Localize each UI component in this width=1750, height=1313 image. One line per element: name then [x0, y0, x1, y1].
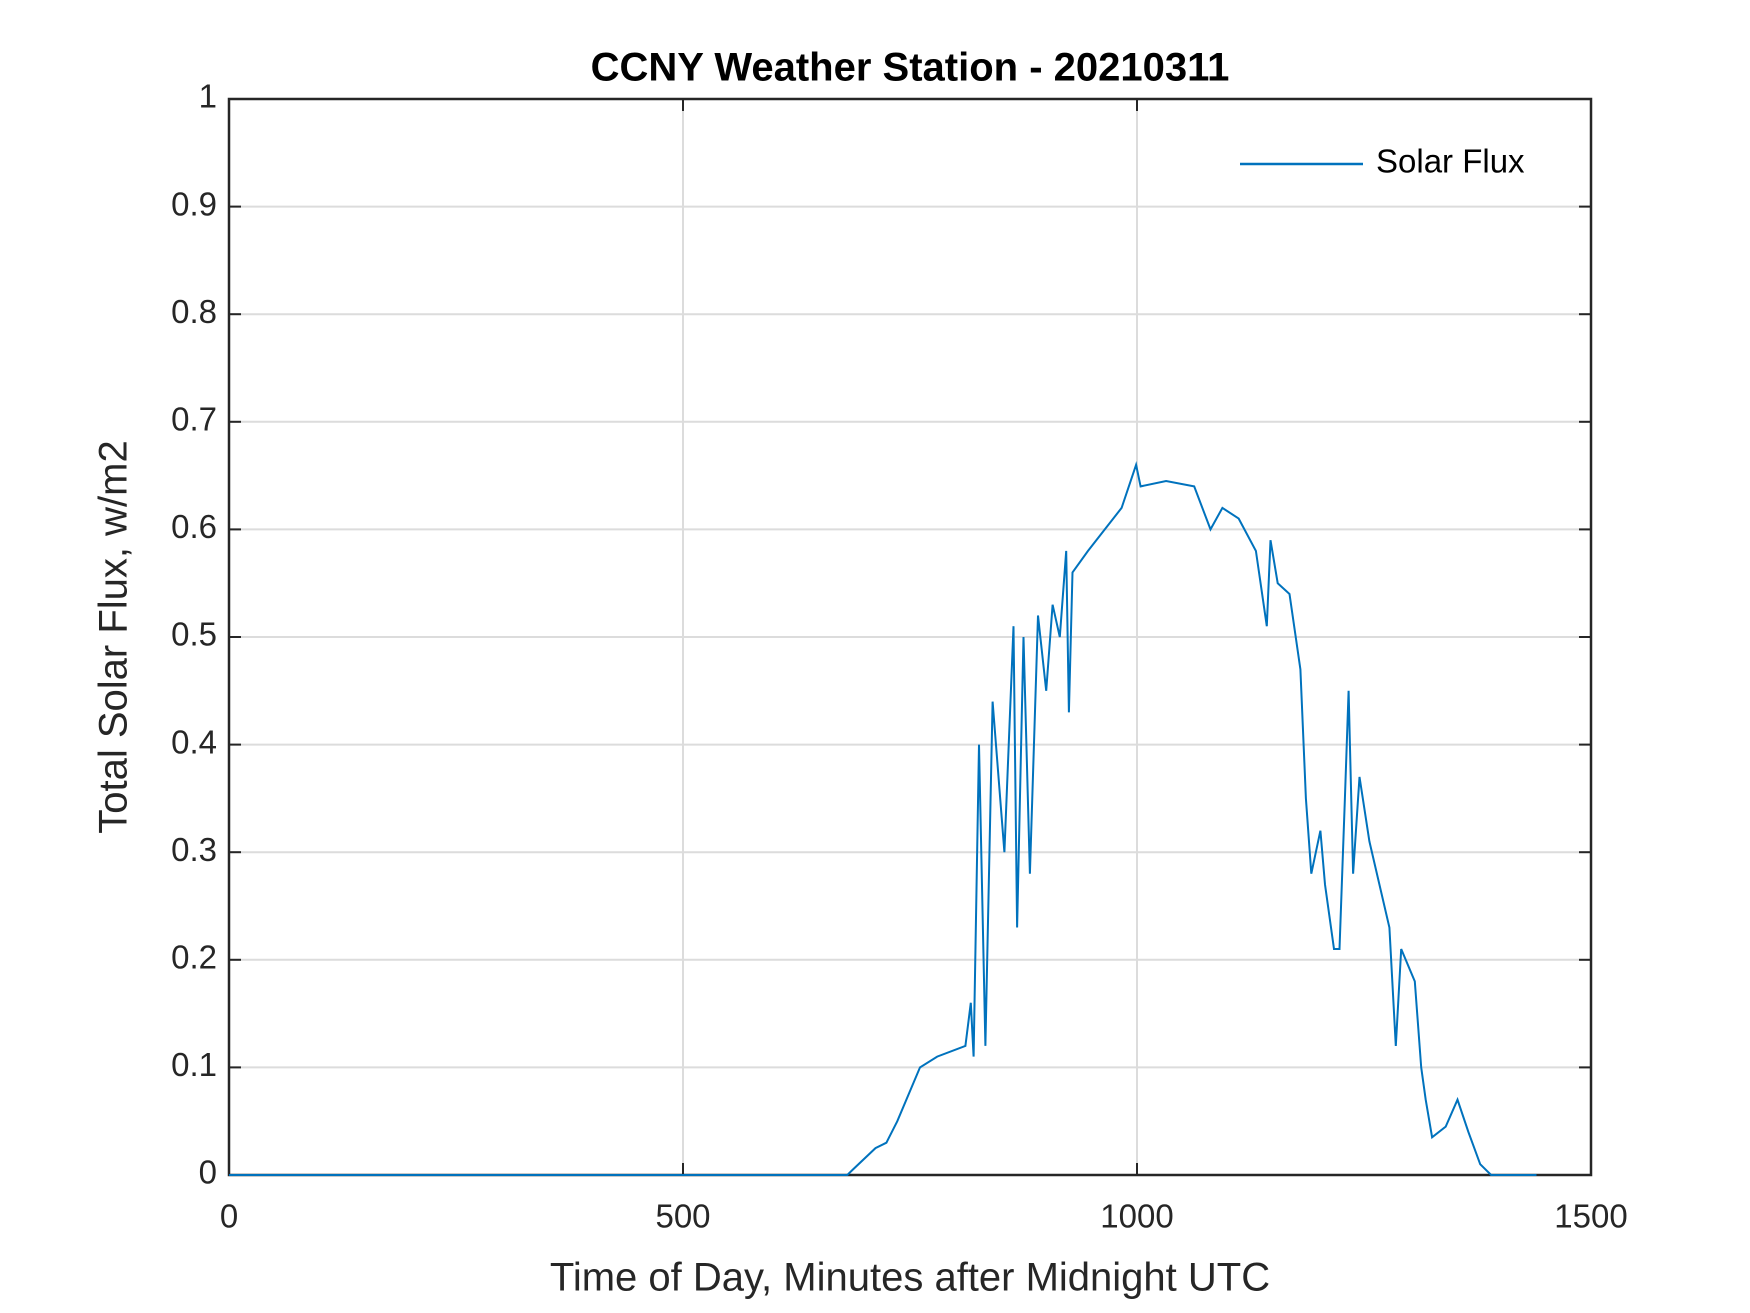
plot-frame [227, 97, 1593, 1177]
data-line [229, 460, 1537, 1176]
y-tick-label: 0.2 [171, 939, 217, 976]
y-tick-label: 0.4 [171, 723, 217, 760]
x-tick-label: 1500 [1554, 1198, 1627, 1235]
y-tick-label: 0.9 [171, 185, 217, 222]
y-tick-label: 0.1 [171, 1046, 217, 1083]
chart-title: CCNY Weather Station - 20210311 [591, 46, 1230, 90]
y-tick-label: 1 [199, 78, 217, 115]
x-tick-label: 0 [220, 1198, 238, 1235]
y-tick-label: 0.8 [171, 293, 217, 330]
y-axis-label: Total Solar Flux, w/m2 [92, 440, 136, 833]
y-tick-label: 0.3 [171, 831, 217, 868]
y-tick-label: 0.5 [171, 616, 217, 653]
y-tick-label: 0.7 [171, 401, 217, 438]
x-tick-label: 1000 [1100, 1198, 1173, 1235]
y-tick-label: 0.6 [171, 508, 217, 545]
legend-label: Solar Flux [1376, 143, 1525, 180]
x-axis-label: Time of Day, Minutes after Midnight UTC [550, 1256, 1270, 1300]
y-tick-label: 0 [199, 1154, 217, 1191]
x-tick-label: 500 [655, 1198, 710, 1235]
